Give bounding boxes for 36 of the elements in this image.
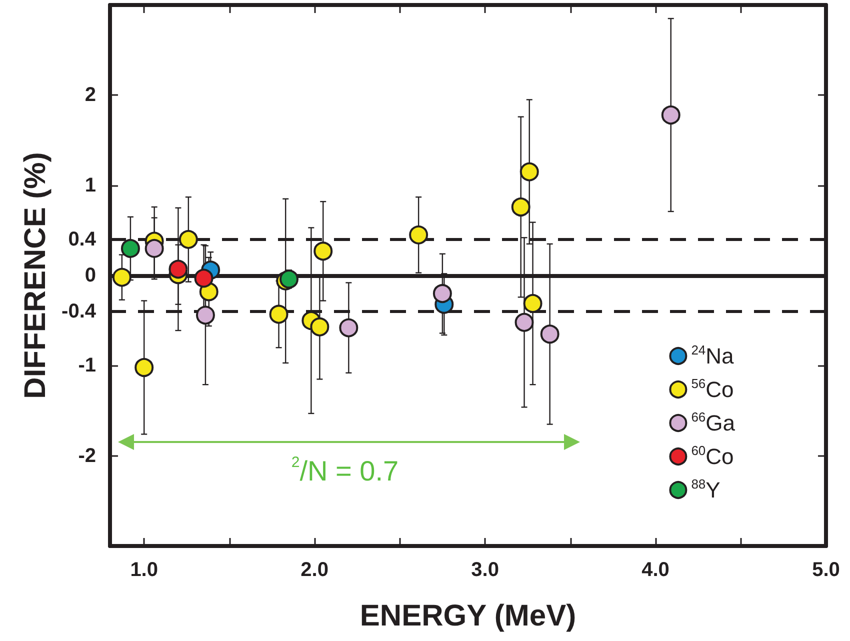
annotation: $^{2}$/N = 0.7 (290, 454, 400, 488)
x-tick-label: 3.0 (471, 559, 499, 581)
y-tick-label: -2 (78, 444, 96, 467)
point (134, 358, 154, 377)
y-tick-label: -1 (78, 354, 96, 377)
point (520, 162, 539, 182)
point (511, 197, 530, 216)
point (178, 230, 198, 249)
point (280, 270, 298, 289)
y-axis-title: DIFFERENCE (%) (19, 152, 52, 399)
point (269, 304, 288, 324)
point (194, 268, 214, 288)
point (144, 238, 164, 258)
point (540, 324, 560, 344)
x-tick-label: 5.0 (812, 559, 840, 581)
y-tick-label: 0 (84, 264, 96, 286)
point (409, 225, 428, 244)
point (196, 306, 215, 325)
point (523, 294, 542, 313)
x-tick-label: 4.0 (642, 559, 670, 581)
point (514, 312, 534, 332)
y-tick-label: 1 (84, 174, 96, 196)
y-tick-label: -0.4 (62, 300, 97, 323)
y-tick-label: 0.4 (68, 228, 97, 250)
point (432, 284, 452, 304)
point (661, 106, 680, 124)
point (168, 260, 188, 279)
y-tick-label: 2 (84, 84, 96, 106)
point (314, 242, 333, 261)
x-tick-label: 2.0 (300, 559, 328, 581)
x-tick-label: 1.0 (130, 559, 158, 581)
point (339, 318, 358, 338)
x-axis-title: ENERGY (MeV) (360, 600, 576, 632)
point (112, 268, 132, 287)
point (310, 317, 330, 336)
point (120, 238, 140, 258)
